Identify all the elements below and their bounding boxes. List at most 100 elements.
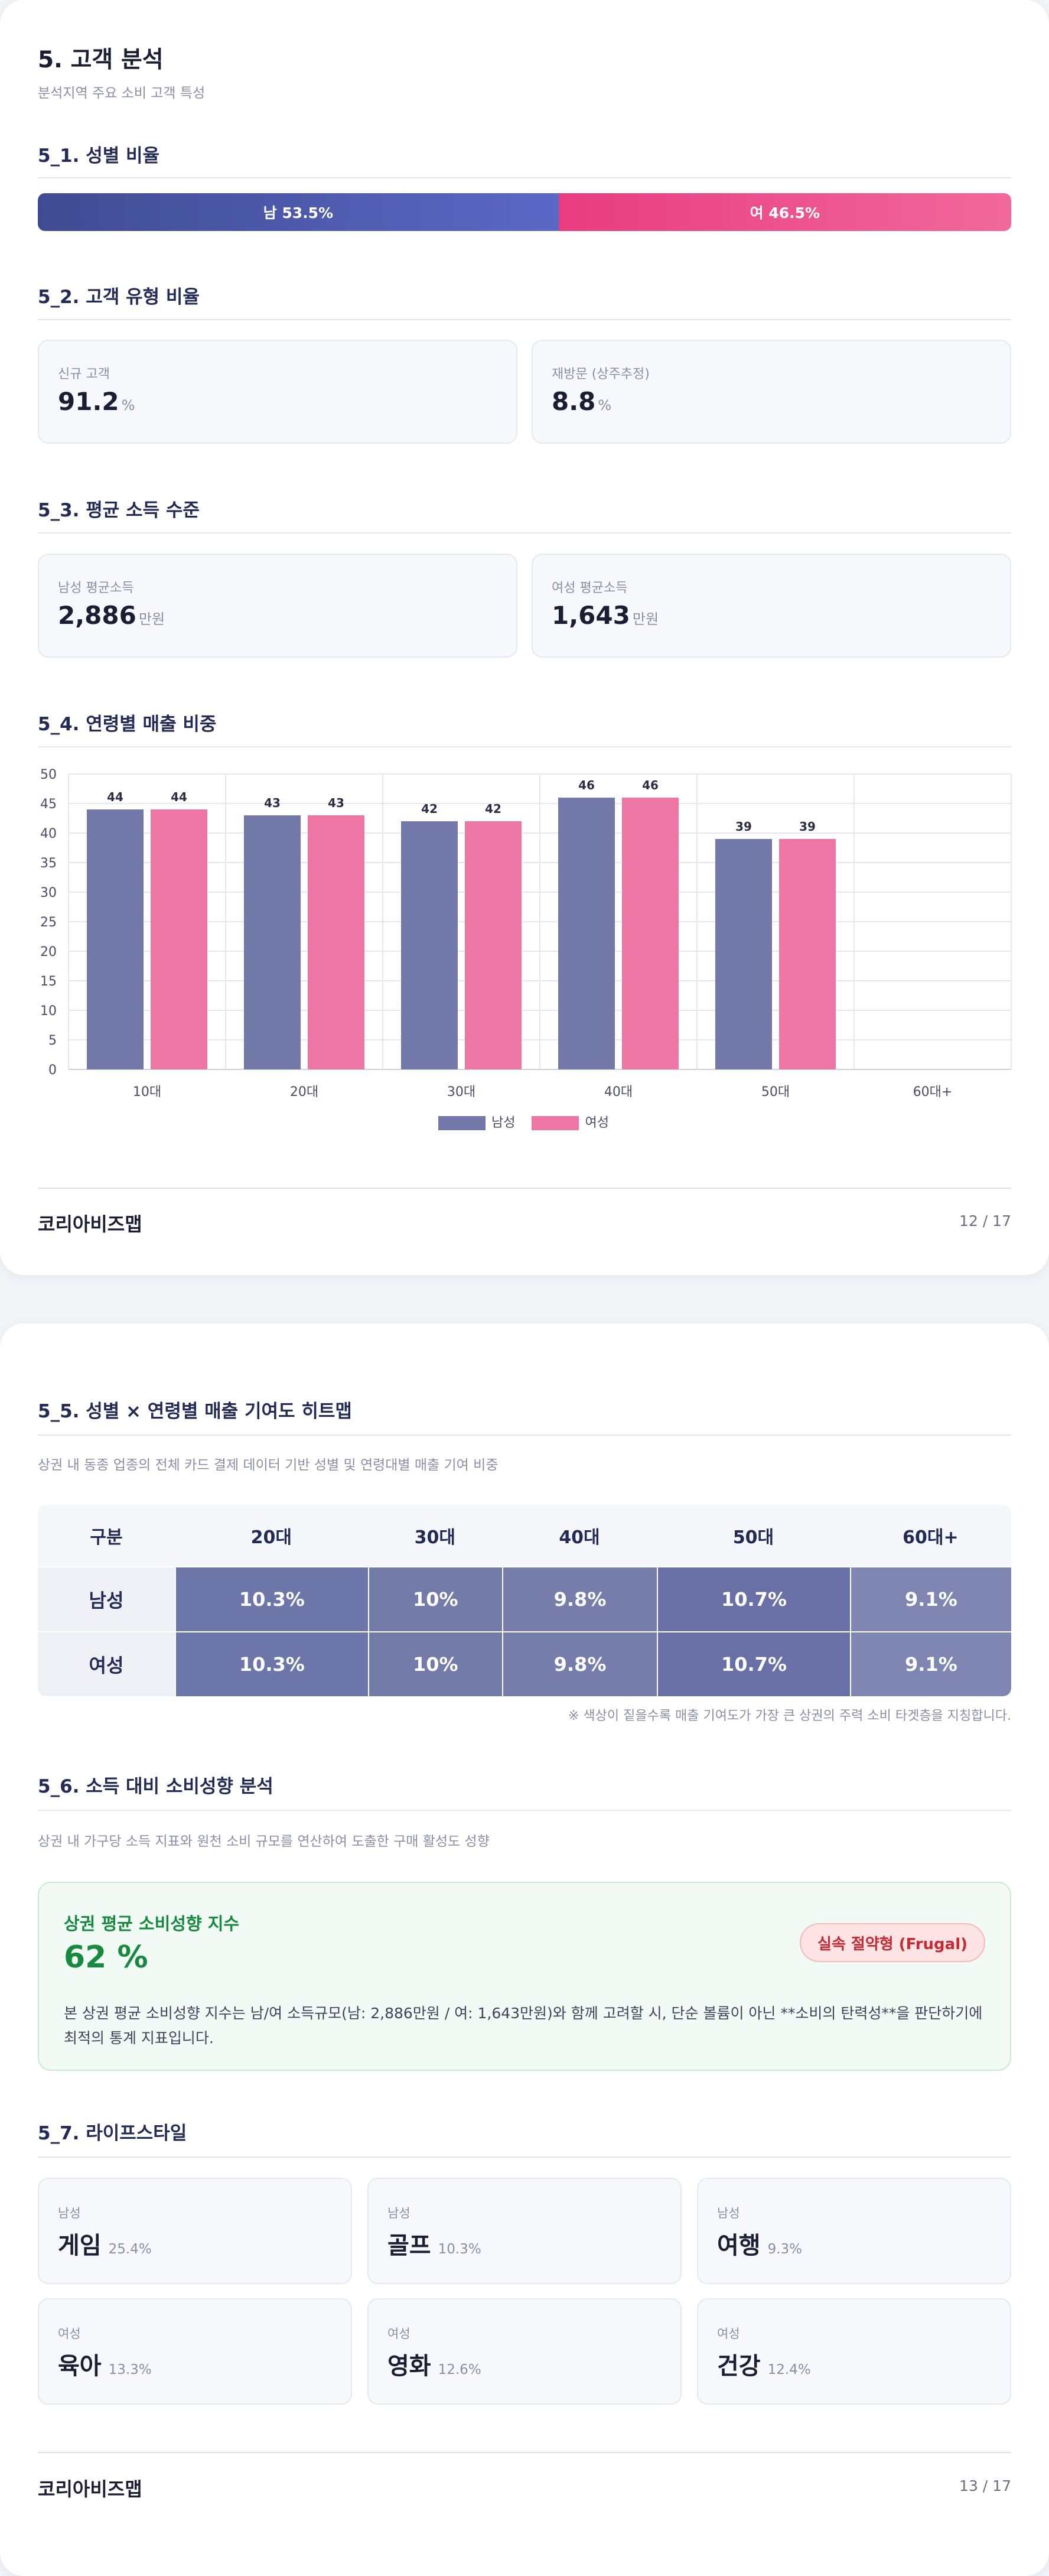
bar-value-label: 44: [107, 790, 123, 804]
x-tick-label: 10대: [133, 1085, 161, 1100]
bar: [244, 815, 301, 1069]
bar: [151, 809, 207, 1069]
bar-value-label: 44: [171, 790, 187, 804]
bar: [622, 798, 679, 1069]
section-title-propensity: 5_6. 소득 대비 소비성향 분석: [38, 1776, 273, 1797]
bar-value-label: 42: [421, 802, 438, 816]
heatmap-row-male: 남성 10.3% 10% 9.8% 10.7% 9.1%: [38, 1566, 1011, 1631]
legend-item-male: 남성: [438, 1112, 515, 1131]
lifestyle-pct: 10.3%: [438, 2242, 481, 2257]
bar: [401, 821, 458, 1069]
section-title-heatmap: 5_5. 성별 × 연령별 매출 기여도 히트맵: [38, 1401, 352, 1422]
y-tick-label: 20: [40, 945, 57, 960]
lifestyle-pct: 13.3%: [108, 2362, 152, 2377]
propensity-card-title: 상권 평균 소비성향 지수: [64, 1914, 240, 1934]
lifestyle-gender: 여성: [387, 2327, 411, 2341]
card-value: 8.8%: [552, 387, 612, 416]
heatmap-col-header: 40대: [501, 1505, 657, 1566]
propensity-card: 상권 평균 소비성향 지수 62 % 실속 절약형 (Frugal) 본 상권 …: [38, 1882, 1011, 2071]
heatmap-cell: 9.1%: [849, 1631, 1011, 1696]
heatmap-row-female: 여성 10.3% 10% 9.8% 10.7% 9.1%: [38, 1631, 1011, 1696]
bar: [87, 809, 144, 1069]
lifestyle-card: 여성 육아 13.3%: [38, 2298, 352, 2405]
section-divider: [38, 319, 1011, 320]
gender-ratio-bar: 남 53.5% 여 46.5%: [38, 193, 1011, 231]
page-number: 12 / 17: [959, 1212, 1011, 1230]
bar: [558, 798, 615, 1069]
y-tick-label: 0: [48, 1063, 57, 1078]
y-tick-label: 15: [40, 974, 57, 989]
heatmap-cell: 10%: [367, 1566, 502, 1631]
card-value: 1,643 만원: [552, 601, 659, 630]
section-title-income: 5_3. 평균 소득 수준: [38, 500, 200, 521]
bar-value-label: 39: [735, 819, 752, 834]
lifestyle-gender: 남성: [58, 2206, 81, 2220]
male-income-card: 남성 평균소득 2,886 만원: [38, 554, 517, 658]
y-tick-label: 30: [40, 886, 57, 900]
bar: [715, 839, 772, 1069]
page-title: 5. 고객 분석: [38, 47, 164, 73]
bar: [308, 815, 364, 1069]
section-divider: [38, 532, 1011, 534]
x-tick-label: 60대+: [913, 1085, 953, 1100]
footer-divider: [38, 2452, 1011, 2453]
lifestyle-name: 여행 9.3%: [717, 2232, 803, 2259]
age-sales-bar-chart: 0 5 10 15 20 25 30 35 40 45 50 10대 44 44 20대 43 43 30대 42 4…: [40, 767, 1012, 1100]
page-subtitle: 분석지역 주요 소비 고객 특성: [38, 86, 206, 101]
heatmap-col-header: 50대: [657, 1505, 850, 1566]
lifestyle-name: 육아 13.3%: [58, 2353, 152, 2380]
x-tick-label: 20대: [290, 1085, 318, 1100]
heatmap-cell: 10.3%: [175, 1631, 368, 1696]
male-ratio-segment: 남 53.5%: [38, 193, 559, 231]
card-value: 91.2%: [58, 387, 135, 416]
heatmap-cell: 10.7%: [657, 1566, 850, 1631]
lifestyle-pct: 12.6%: [438, 2362, 481, 2377]
y-tick-label: 10: [40, 1004, 57, 1019]
heatmap-cell: 10.7%: [657, 1631, 850, 1696]
section-divider: [38, 1435, 1011, 1436]
bar: [465, 821, 522, 1069]
lifestyle-gender: 여성: [58, 2327, 81, 2341]
card-value: 2,886 만원: [58, 601, 165, 630]
bar-value-label: 46: [578, 778, 595, 792]
lifestyle-name: 게임 25.4%: [58, 2232, 152, 2259]
section-divider: [38, 1810, 1011, 1811]
legend-item-female: 여성: [532, 1112, 609, 1131]
lifestyle-gender: 남성: [717, 2206, 740, 2220]
propensity-value: 62 %: [64, 1940, 148, 1975]
lifestyle-card: 여성 영화 12.6%: [367, 2298, 682, 2405]
card-label: 신규 고객: [58, 367, 110, 382]
bar-value-label: 43: [328, 796, 344, 810]
lifestyle-card: 남성 여행 9.3%: [697, 2178, 1011, 2284]
propensity-explanation: 본 상권 평균 소비성향 지수는 남/여 소득규모(남: 2,886만원 / 여…: [64, 2005, 983, 2047]
x-tick-label: 50대: [761, 1085, 790, 1100]
lifestyle-pct: 12.4%: [767, 2362, 811, 2377]
lifestyle-card: 남성 게임 25.4%: [38, 2178, 352, 2284]
footer-brand: 코리아비즈맵: [38, 1213, 142, 1235]
heatmap-cell: 10%: [367, 1631, 502, 1696]
section-title-gender: 5_1. 성별 비율: [38, 145, 160, 167]
lifestyle-name: 건강 12.4%: [717, 2353, 811, 2380]
heatmap-row-header: 남성: [38, 1566, 175, 1631]
propensity-type-badge: 실속 절약형 (Frugal): [800, 1923, 985, 1962]
heatmap-cell: 9.8%: [501, 1566, 657, 1631]
heatmap-col-header: 30대: [367, 1505, 502, 1566]
y-tick-label: 40: [40, 827, 57, 841]
bar-value-label: 46: [642, 778, 659, 792]
bar-value-label: 42: [485, 802, 501, 816]
section-divider: [38, 177, 1011, 178]
female-income-card: 여성 평균소득 1,643 만원: [532, 554, 1011, 658]
x-tick-label: 40대: [604, 1085, 633, 1100]
card-label: 여성 평균소득: [552, 581, 628, 596]
lifestyle-gender: 여성: [717, 2327, 740, 2341]
section-divider: [38, 746, 1011, 747]
bar: [779, 839, 836, 1069]
female-ratio-segment: 여 46.5%: [558, 193, 1011, 231]
lifestyle-card: 남성 골프 10.3%: [367, 2178, 682, 2284]
y-tick-label: 5: [48, 1033, 57, 1048]
report-page-12: 5. 고객 분석 분석지역 주요 소비 고객 특성 5_1. 성별 비율 남 5…: [0, 0, 1049, 1275]
section-title-age-sales: 5_4. 연령별 매출 비중: [38, 714, 217, 735]
lifestyle-pct: 9.3%: [767, 2242, 803, 2257]
returning-customer-card: 재방문 (상주추정) 8.8%: [532, 340, 1011, 444]
y-tick-label: 50: [40, 767, 57, 782]
